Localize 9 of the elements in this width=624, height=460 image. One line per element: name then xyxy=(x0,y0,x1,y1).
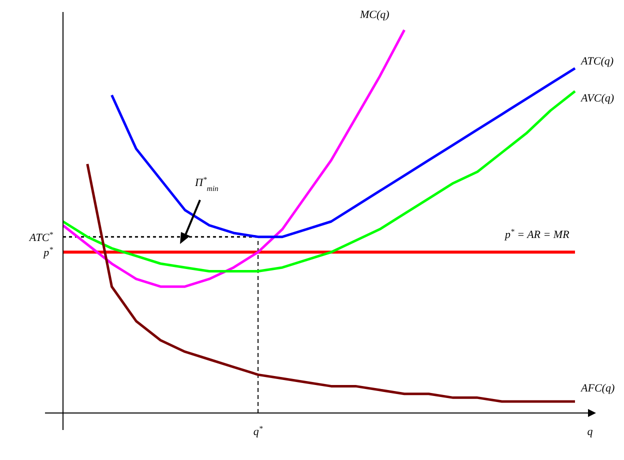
text: q$^{*}$ xyxy=(253,424,263,438)
series-label: ATC(q) xyxy=(580,55,614,68)
annotation: p$^{*}$ = AR = MR xyxy=(504,226,570,242)
x-axis-title: q xyxy=(587,426,594,438)
series-label: MC(q) xyxy=(359,9,390,21)
series-label: AFC(q) xyxy=(580,382,615,395)
ref-line-label: p$^{*}$ xyxy=(42,244,54,260)
series-label: AVC(q) xyxy=(580,92,614,104)
ref-line-label: ATC$^{*}$ xyxy=(28,229,54,244)
